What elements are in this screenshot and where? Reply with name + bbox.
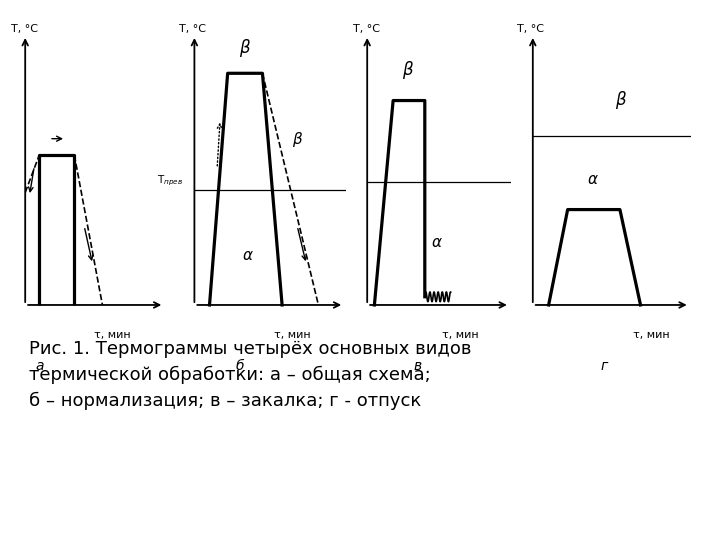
Text: в: в xyxy=(413,360,422,374)
Text: α: α xyxy=(431,235,441,250)
Text: Рис. 1. Термограммы четырёх основных видов
термической обработки: а – общая схем: Рис. 1. Термограммы четырёх основных вид… xyxy=(29,340,472,410)
Text: β: β xyxy=(615,91,625,109)
Text: τ, мин: τ, мин xyxy=(94,329,130,340)
Text: τ, мин: τ, мин xyxy=(274,329,311,340)
Text: г: г xyxy=(600,360,608,374)
Text: а: а xyxy=(35,360,43,374)
Text: β: β xyxy=(239,39,250,57)
Text: β: β xyxy=(292,132,302,147)
Text: α: α xyxy=(243,248,252,264)
Text: T, °C: T, °C xyxy=(179,24,207,34)
Text: T, °C: T, °C xyxy=(12,24,38,34)
Text: б: б xyxy=(235,360,244,374)
Text: α: α xyxy=(588,172,598,187)
Text: T, °C: T, °C xyxy=(517,24,544,34)
Text: T, °C: T, °C xyxy=(353,24,380,34)
Text: T$_{прев}$: T$_{прев}$ xyxy=(157,173,183,188)
Text: τ, мин: τ, мин xyxy=(443,329,479,340)
Text: β: β xyxy=(402,60,413,79)
Text: τ, мин: τ, мин xyxy=(634,329,670,340)
